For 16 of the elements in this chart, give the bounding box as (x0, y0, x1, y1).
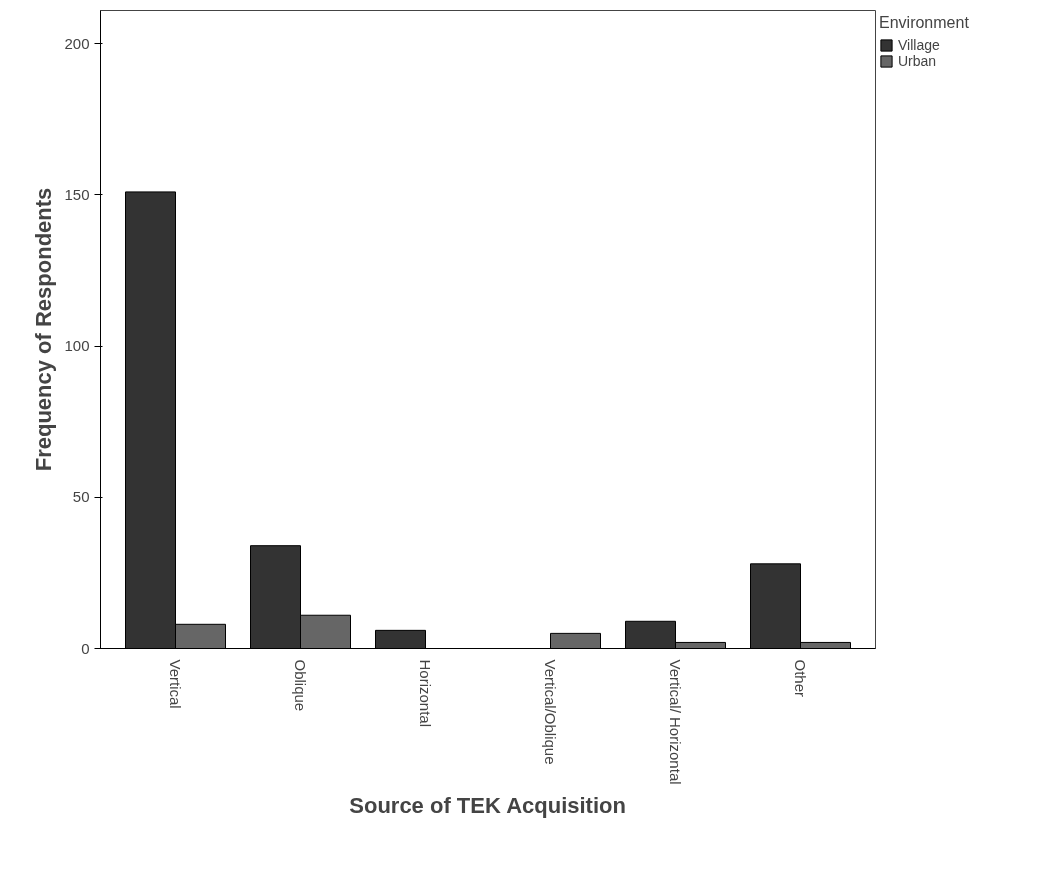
y-tick-label: 100 (64, 337, 90, 355)
y-tick-label: 0 (81, 639, 90, 657)
x-tick-label: Oblique (292, 659, 309, 712)
y-axis-title: Frequency of Respondents (31, 187, 57, 472)
x-tick-label: Vertical/Oblique (542, 659, 559, 765)
y-tick-label: 50 (72, 488, 90, 506)
y-tick-label: 200 (64, 34, 90, 52)
x-tick-label: Horizontal (417, 659, 434, 728)
x-tick-label: Vertical (167, 659, 184, 709)
y-tick-label: 150 (64, 185, 90, 203)
x-tick-label: Vertical/ Horizontal (667, 659, 684, 785)
legend-label: Village (898, 37, 940, 53)
legend-label: Urban (898, 53, 937, 69)
x-tick-label: Other (792, 659, 809, 698)
x-axis-title: Source of TEK Acquisition (349, 792, 626, 818)
legend-title: Environment (879, 14, 969, 32)
